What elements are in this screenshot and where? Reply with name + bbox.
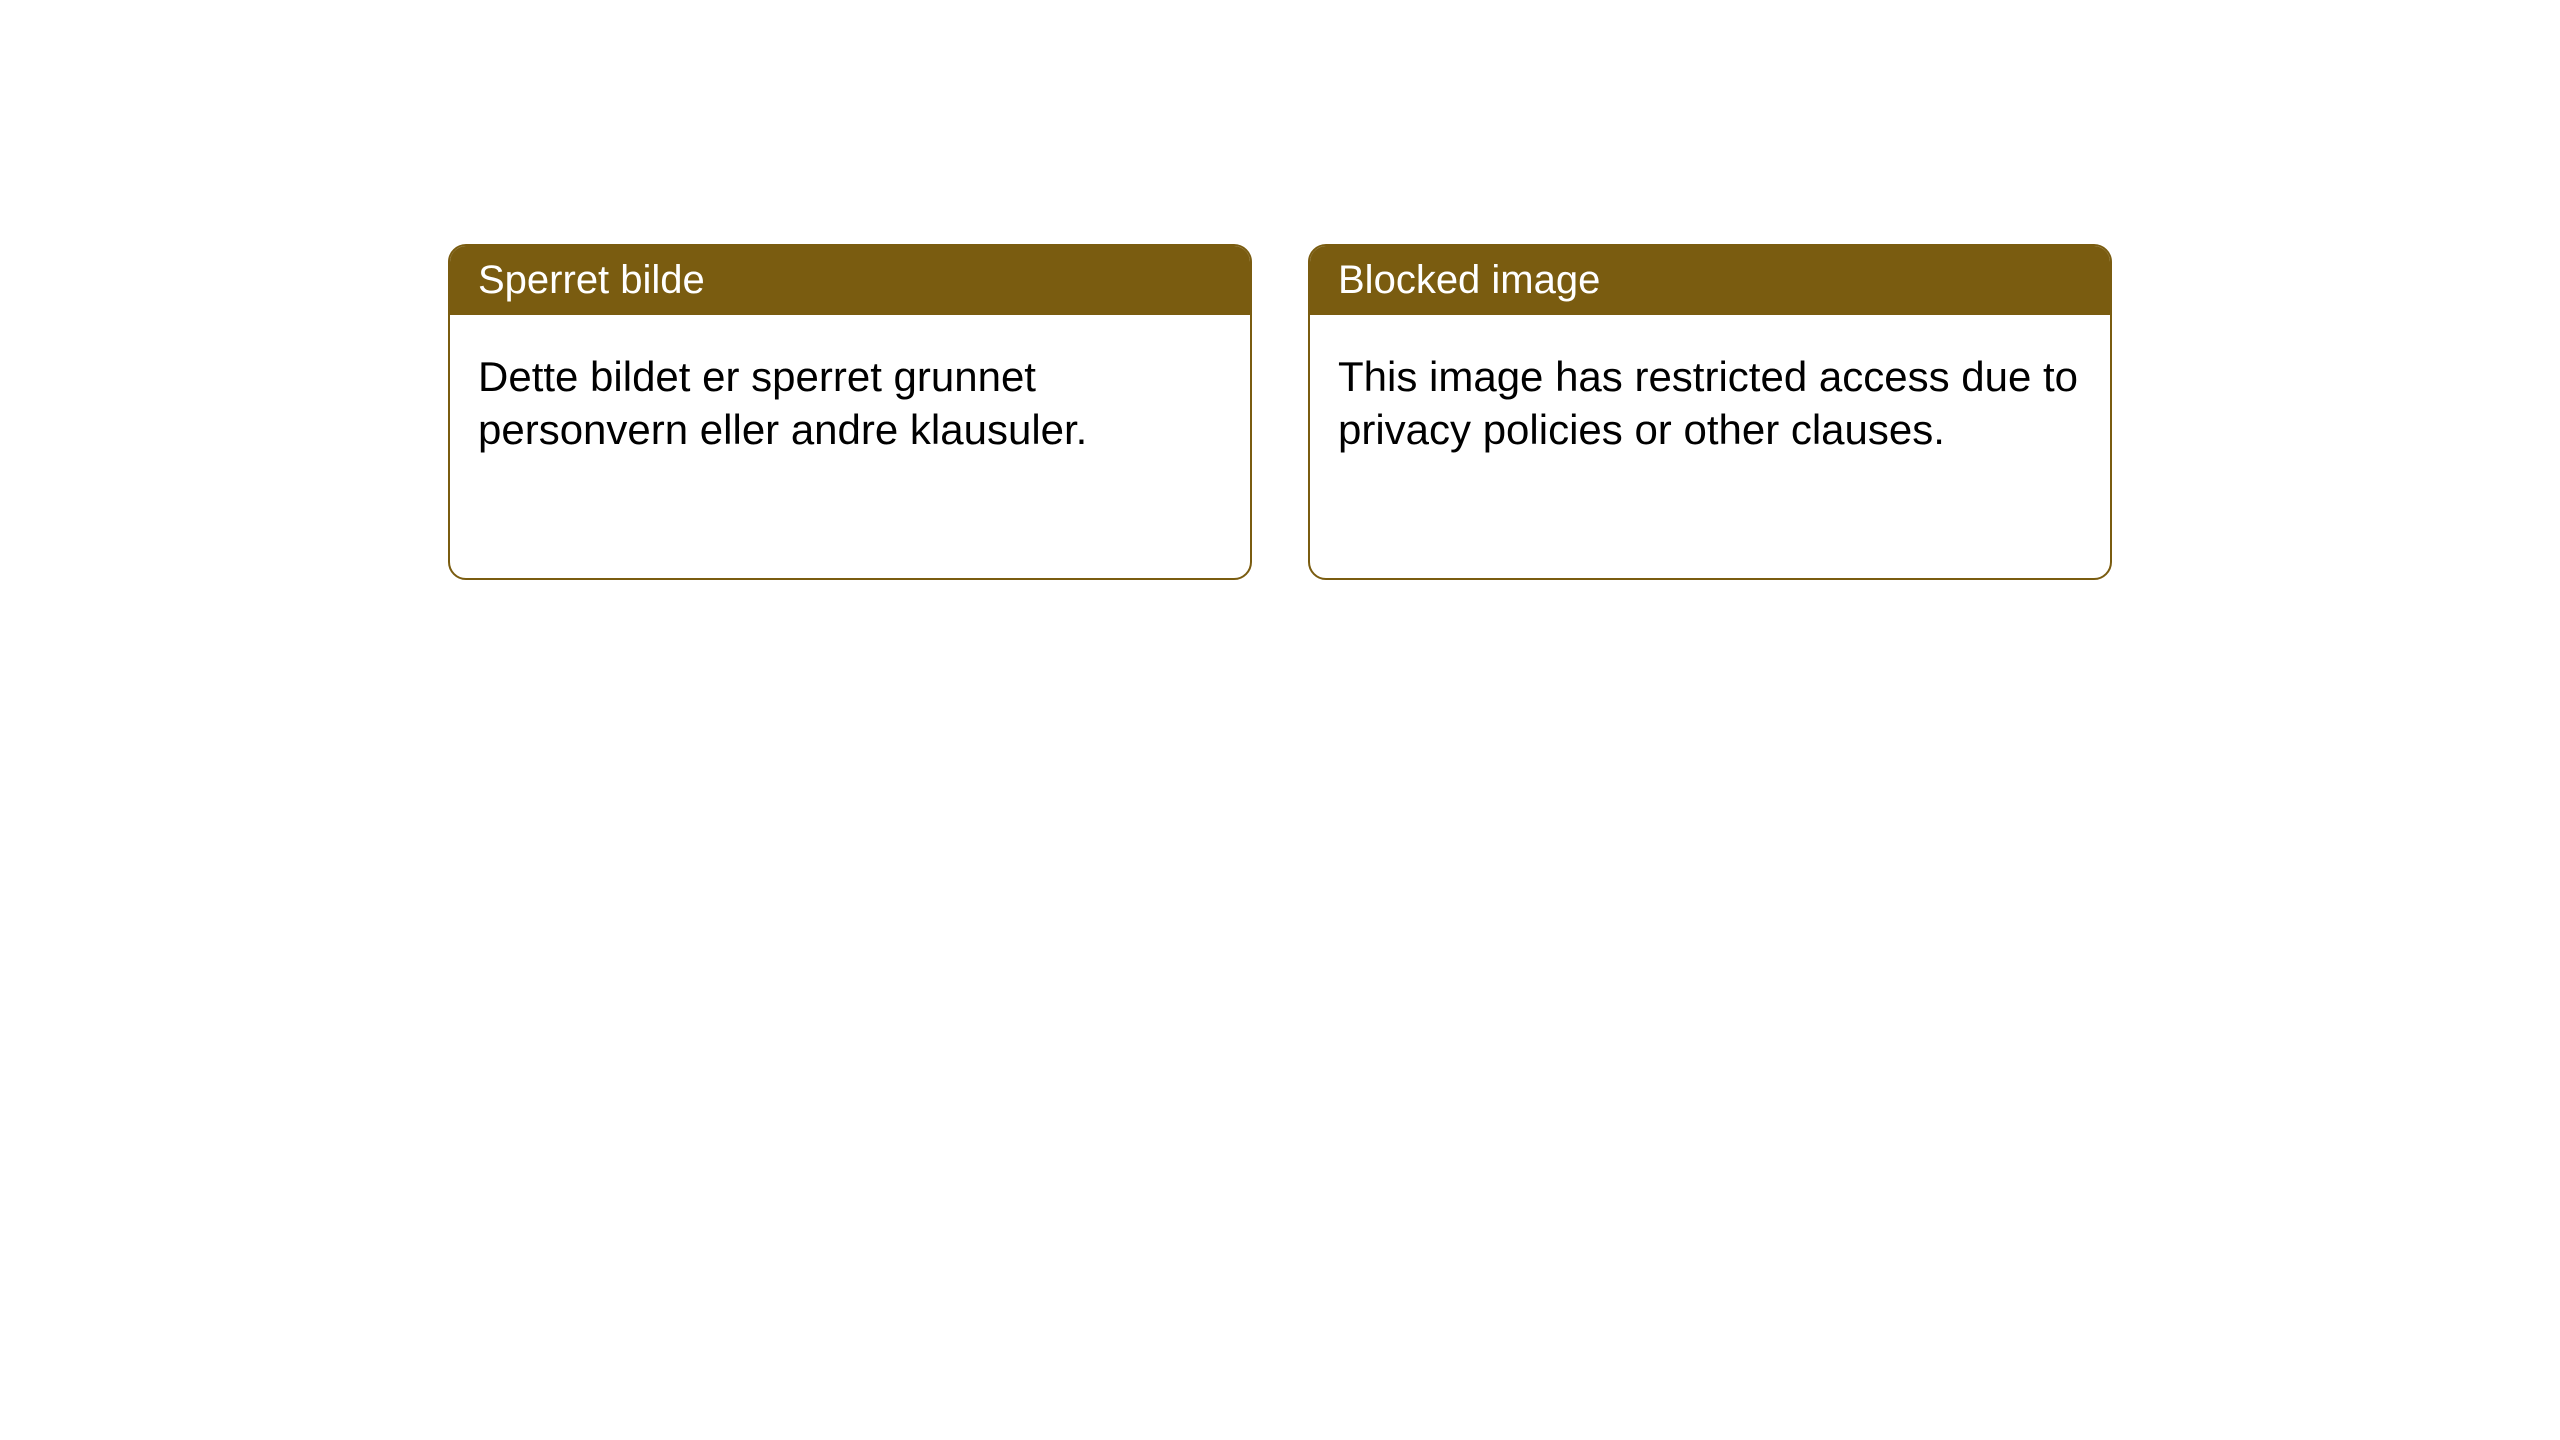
notice-container: Sperret bilde Dette bildet er sperret gr… (0, 0, 2560, 580)
card-body-text: Dette bildet er sperret grunnet personve… (478, 353, 1087, 453)
card-header: Blocked image (1310, 246, 2110, 315)
card-body-text: This image has restricted access due to … (1338, 353, 2078, 453)
card-body: This image has restricted access due to … (1310, 315, 2110, 492)
card-title: Blocked image (1338, 258, 1600, 302)
card-header: Sperret bilde (450, 246, 1250, 315)
card-body: Dette bildet er sperret grunnet personve… (450, 315, 1250, 492)
notice-card-english: Blocked image This image has restricted … (1308, 244, 2112, 580)
notice-card-norwegian: Sperret bilde Dette bildet er sperret gr… (448, 244, 1252, 580)
card-title: Sperret bilde (478, 258, 705, 302)
